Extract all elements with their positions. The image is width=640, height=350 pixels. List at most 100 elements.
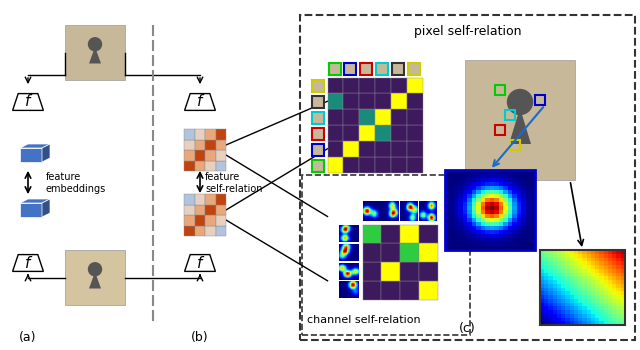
Bar <box>375 93 391 109</box>
Bar <box>465 60 575 180</box>
Bar <box>216 129 226 140</box>
Circle shape <box>88 262 102 276</box>
Bar <box>205 161 216 171</box>
Bar <box>184 129 195 140</box>
Bar <box>65 25 125 80</box>
Text: f: f <box>197 94 203 110</box>
Text: channel self-relation: channel self-relation <box>307 315 420 325</box>
Bar <box>184 161 195 171</box>
Bar <box>312 128 323 140</box>
Bar <box>505 110 515 120</box>
Bar <box>216 225 226 236</box>
Bar <box>391 141 406 157</box>
Bar <box>328 157 343 173</box>
Bar <box>302 175 470 335</box>
Bar <box>381 224 400 243</box>
Bar <box>495 85 505 95</box>
Bar <box>216 204 226 215</box>
Bar <box>419 243 438 262</box>
Text: (b): (b) <box>191 331 209 344</box>
Bar <box>391 125 406 141</box>
Bar <box>184 140 195 150</box>
Bar <box>359 157 375 173</box>
Bar <box>419 281 438 300</box>
Bar <box>312 80 323 92</box>
Polygon shape <box>13 93 44 110</box>
Bar <box>312 112 323 124</box>
Circle shape <box>507 89 533 115</box>
Bar <box>381 262 400 281</box>
Bar <box>312 144 323 156</box>
Text: pixel self-relation: pixel self-relation <box>413 25 521 38</box>
Polygon shape <box>20 199 50 203</box>
Bar <box>205 150 216 161</box>
Bar <box>216 150 226 161</box>
Bar <box>300 15 635 340</box>
Bar <box>400 281 419 300</box>
Polygon shape <box>184 254 216 271</box>
Bar <box>205 215 216 225</box>
Bar <box>381 243 400 262</box>
Bar <box>375 125 391 141</box>
Bar <box>375 157 391 173</box>
Bar <box>406 141 422 157</box>
Bar <box>362 224 381 243</box>
Bar <box>408 63 420 75</box>
Bar <box>65 250 125 305</box>
Bar <box>406 109 422 125</box>
Bar <box>184 204 195 215</box>
Bar <box>343 157 359 173</box>
Bar <box>419 224 438 243</box>
Polygon shape <box>184 93 216 110</box>
Polygon shape <box>89 47 101 63</box>
Bar <box>406 93 422 109</box>
Bar <box>205 204 216 215</box>
Bar <box>184 215 195 225</box>
Polygon shape <box>20 144 50 148</box>
Bar <box>400 262 419 281</box>
Bar <box>391 157 406 173</box>
Bar <box>195 215 205 225</box>
Text: feature
embeddings: feature embeddings <box>46 172 106 194</box>
Bar <box>205 194 216 204</box>
Bar <box>359 125 375 141</box>
Bar <box>328 63 340 75</box>
Bar <box>343 141 359 157</box>
Bar <box>328 109 343 125</box>
Bar <box>375 77 391 93</box>
Bar <box>359 77 375 93</box>
Bar <box>195 194 205 204</box>
Bar <box>391 93 406 109</box>
Bar <box>375 109 391 125</box>
Bar <box>375 141 391 157</box>
Text: feature
self-relation: feature self-relation <box>205 172 262 194</box>
Bar <box>343 109 359 125</box>
Bar <box>205 129 216 140</box>
Bar <box>343 93 359 109</box>
Bar <box>540 250 625 325</box>
Bar <box>195 150 205 161</box>
Bar <box>406 125 422 141</box>
Bar <box>406 77 422 93</box>
Text: f: f <box>26 256 31 271</box>
Bar <box>184 150 195 161</box>
Bar <box>195 204 205 215</box>
Text: (a): (a) <box>19 331 36 344</box>
Bar <box>391 109 406 125</box>
Polygon shape <box>89 272 101 288</box>
Bar <box>195 161 205 171</box>
Bar <box>184 194 195 204</box>
Bar <box>205 225 216 236</box>
Bar <box>391 77 406 93</box>
Bar <box>406 157 422 173</box>
Bar <box>495 125 505 135</box>
Bar <box>216 161 226 171</box>
Bar <box>328 141 343 157</box>
Bar <box>205 140 216 150</box>
Bar <box>312 96 323 108</box>
Text: (c): (c) <box>459 322 476 335</box>
Bar <box>195 225 205 236</box>
Bar <box>344 63 356 75</box>
Bar <box>362 281 381 300</box>
Polygon shape <box>13 254 44 271</box>
